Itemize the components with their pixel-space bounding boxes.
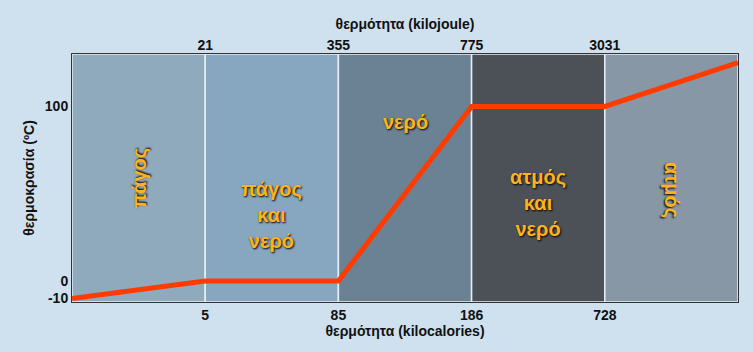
svg-text:πάγος: πάγος [128,148,150,209]
svg-text:θερμοκρασία (ºC): θερμοκρασία (ºC) [21,120,37,236]
svg-text:85: 85 [331,307,347,323]
svg-text:ατμόςκαινερό: ατμόςκαινερό [510,166,566,240]
svg-text:0: 0 [60,273,68,289]
svg-text:-10: -10 [48,290,68,306]
svg-text:21: 21 [197,37,213,53]
svg-text:3031: 3031 [589,37,620,53]
svg-text:100: 100 [45,98,69,114]
svg-text:θερμότητα (kilocalories): θερμότητα (kilocalories) [325,323,484,339]
svg-text:ατμός: ατμός [661,162,683,218]
svg-text:186: 186 [460,307,484,323]
svg-text:775: 775 [460,37,484,53]
svg-text:5: 5 [201,307,209,323]
svg-text:728: 728 [593,307,617,323]
svg-text:355: 355 [327,37,351,53]
svg-text:θερμότητα (kilojoule): θερμότητα (kilojoule) [336,16,475,32]
svg-text:νερό: νερό [383,111,428,133]
svg-text:πάγοςκαινερό: πάγοςκαινερό [241,178,302,252]
